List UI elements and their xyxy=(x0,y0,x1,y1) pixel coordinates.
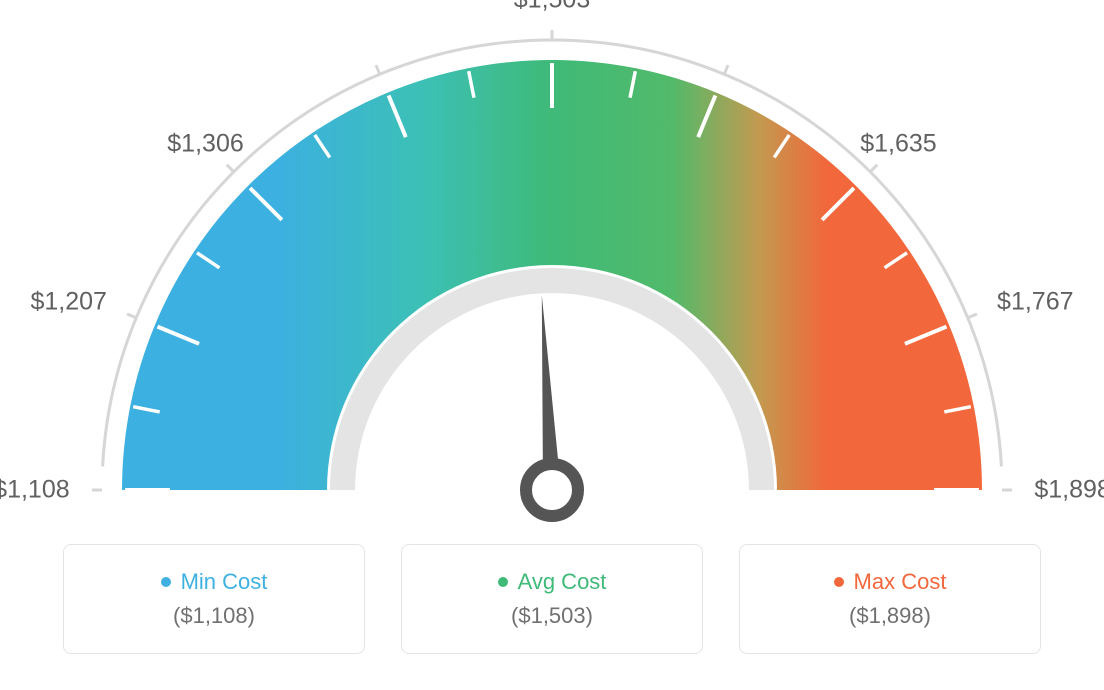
legend-card-min: Min Cost ($1,108) xyxy=(63,544,365,654)
legend-row: Min Cost ($1,108) Avg Cost ($1,503) Max … xyxy=(63,544,1041,654)
legend-dot-max xyxy=(834,577,844,587)
gauge-area: $1,108 $1,207 $1,306 $1,503 $1,635 $1,767 $1,8… xyxy=(0,0,1104,540)
legend-card-avg: Avg Cost ($1,503) xyxy=(401,544,703,654)
gauge-tick-label: $1,898 xyxy=(1034,476,1104,505)
legend-title-max: Max Cost xyxy=(854,569,947,595)
legend-dot-min xyxy=(161,577,171,587)
gauge-tick-label: $1,503 xyxy=(514,0,590,15)
legend-title-avg: Avg Cost xyxy=(518,569,607,595)
legend-dot-avg xyxy=(498,577,508,587)
gauge-tick-label: $1,207 xyxy=(30,288,106,317)
legend-card-max: Max Cost ($1,898) xyxy=(739,544,1041,654)
gauge-tick-label: $1,306 xyxy=(167,129,243,158)
legend-value-max: ($1,898) xyxy=(849,603,931,629)
legend-title-min: Min Cost xyxy=(181,569,268,595)
legend-value-min: ($1,108) xyxy=(173,603,255,629)
legend-title-row-min: Min Cost xyxy=(161,569,268,595)
legend-title-row-max: Max Cost xyxy=(834,569,947,595)
gauge-svg xyxy=(0,0,1104,540)
gauge-tick-label: $1,767 xyxy=(997,288,1073,317)
gauge-tick-label: $1,108 xyxy=(0,476,70,505)
gauge-chart-container: $1,108 $1,207 $1,306 $1,503 $1,635 $1,767 $1,8… xyxy=(0,0,1104,690)
legend-value-avg: ($1,503) xyxy=(511,603,593,629)
gauge-tick-label: $1,635 xyxy=(860,129,936,158)
legend-title-row-avg: Avg Cost xyxy=(498,569,607,595)
